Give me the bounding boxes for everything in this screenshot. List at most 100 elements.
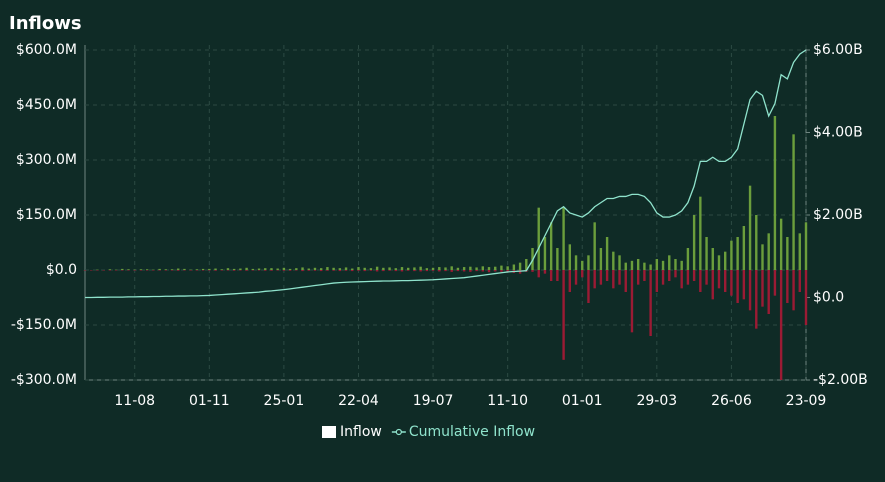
bar [531, 270, 534, 272]
bar [214, 268, 217, 270]
bar [494, 266, 497, 270]
bar [319, 268, 323, 270]
bar [581, 260, 584, 270]
bar [705, 270, 708, 285]
bar [394, 270, 397, 272]
bar [711, 248, 714, 270]
bar [413, 267, 416, 270]
bar [338, 268, 342, 270]
x-tick-label: 22-04 [338, 393, 379, 409]
bar [226, 270, 230, 271]
bar [692, 215, 696, 270]
y-tick-label: $450.0M [16, 97, 77, 113]
y-tick-label: $0.0 [46, 262, 77, 278]
chart-title: Inflows [9, 13, 82, 34]
bar [326, 270, 329, 271]
bar [736, 237, 739, 270]
bar [636, 270, 640, 285]
bar [369, 268, 373, 270]
bar [636, 259, 640, 270]
bar [562, 207, 565, 270]
bar [537, 207, 540, 270]
bar [755, 215, 758, 270]
bar [668, 270, 671, 281]
bar [618, 270, 621, 285]
bar [264, 270, 267, 271]
x-tick-label: 23-09 [786, 393, 827, 409]
bar [773, 270, 777, 296]
bar [618, 255, 621, 270]
bar [139, 270, 143, 271]
bar [674, 259, 677, 270]
legend-swatch [322, 426, 336, 438]
bar [282, 267, 286, 270]
bar [487, 270, 491, 273]
x-tick-label: 29-03 [636, 393, 677, 409]
bar [382, 267, 385, 270]
bar [344, 270, 348, 271]
bar [512, 264, 516, 270]
bar [208, 270, 211, 271]
bar [121, 268, 124, 270]
bar [201, 270, 205, 271]
bar [717, 255, 721, 270]
bar [363, 267, 366, 270]
y2-tick-label: $6.00B [813, 42, 863, 58]
bar [108, 270, 112, 271]
bar [164, 269, 168, 270]
bar [599, 248, 603, 270]
bar [798, 233, 801, 270]
bar [288, 268, 292, 270]
bar [742, 270, 746, 300]
legend: Inflow Cumulative Inflow [322, 424, 535, 440]
bar [332, 270, 335, 271]
bar [549, 222, 553, 270]
bar [164, 270, 168, 271]
bar [624, 262, 627, 270]
bar [276, 268, 279, 270]
bar [338, 270, 342, 272]
cumulative-line [85, 49, 807, 299]
bar [232, 268, 236, 270]
legend-label: Cumulative Inflow [409, 424, 535, 440]
bar [425, 268, 429, 270]
x-tick-label: 11-10 [487, 393, 528, 409]
bar [158, 270, 161, 271]
bar [462, 270, 466, 272]
bar [804, 222, 808, 270]
bar [500, 265, 503, 270]
bar [245, 270, 248, 271]
bar [779, 218, 783, 270]
bar [96, 270, 99, 271]
bar [239, 270, 242, 271]
bar [668, 255, 671, 270]
bar [251, 268, 255, 270]
bar [108, 269, 112, 270]
bar [798, 270, 801, 292]
bar [332, 267, 335, 270]
bar [786, 237, 789, 270]
bar [270, 268, 273, 270]
bar [518, 262, 522, 270]
bar [475, 270, 478, 272]
bar [307, 270, 310, 271]
bar [407, 267, 410, 270]
bar [177, 268, 180, 270]
bar [462, 267, 466, 270]
bar [201, 268, 205, 270]
bar [537, 270, 540, 278]
bar [313, 267, 317, 270]
bar [761, 270, 764, 307]
x-tick-label: 01-11 [189, 393, 230, 409]
bar [127, 270, 130, 271]
bar [251, 270, 255, 271]
bar [232, 270, 236, 271]
bar [444, 267, 447, 270]
bar [705, 237, 708, 270]
bar [226, 268, 230, 270]
bar [649, 264, 652, 270]
bar [388, 267, 391, 270]
y2-tick-label: $2.00B [813, 207, 863, 223]
bar [469, 266, 472, 270]
bar [655, 270, 659, 292]
